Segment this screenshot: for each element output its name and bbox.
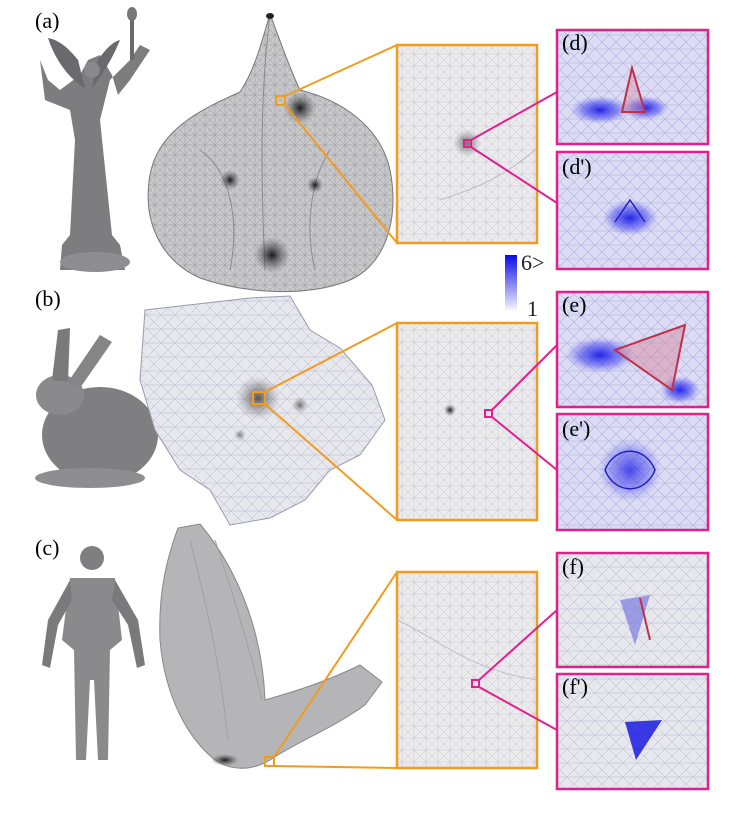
- detail-line-b-top: [491, 344, 558, 411]
- detail-f-prime: [555, 672, 710, 791]
- label-d: (d): [562, 30, 588, 55]
- bunny-model: [35, 328, 158, 488]
- detail-e-prime: [555, 412, 710, 532]
- zoom-line-c-bottom: [273, 765, 398, 769]
- detail-line-c-bottom: [478, 686, 558, 731]
- label-e: (e): [562, 292, 586, 317]
- label-c: (c): [35, 535, 59, 560]
- human-model: [42, 546, 145, 760]
- row-c: (c) (f) (f'): [35, 523, 710, 791]
- param-a: [147, 12, 394, 292]
- colorbar: 6> 1: [505, 250, 544, 321]
- row-a: (a) (d) (d'): [35, 7, 710, 292]
- label-a: (a): [35, 8, 59, 33]
- detail-d: [555, 28, 710, 146]
- label-f: (f): [562, 554, 584, 579]
- zoom-line-b-top: [264, 322, 398, 393]
- zoom-line-a-top: [284, 44, 398, 97]
- zoom-marker-c: [264, 756, 275, 767]
- zoom-line-c-top: [273, 571, 398, 758]
- detail-line-a-bottom: [470, 146, 558, 204]
- zoom-marker-b: [252, 391, 266, 405]
- zoom-line-a-bottom: [284, 104, 398, 244]
- label-e-prime: (e'): [562, 416, 590, 441]
- param-b: [139, 295, 386, 526]
- detail-marker-b: [484, 409, 493, 418]
- param-c: [159, 523, 383, 769]
- colorbar-max-label: 6>: [521, 250, 544, 275]
- zoom-line-b-bottom: [264, 403, 398, 521]
- colorbar-gradient: [505, 255, 517, 310]
- detail-line-b-bottom: [491, 416, 558, 471]
- label-b: (b): [35, 286, 61, 311]
- detail-d-prime: [555, 150, 710, 271]
- row-b: (b) (e) (e'): [35, 286, 710, 532]
- detail-marker-a: [463, 139, 472, 148]
- detail-line-a-top: [470, 91, 558, 141]
- detail-marker-c: [471, 679, 480, 688]
- detail-e: [555, 290, 710, 409]
- zoom-view-a: [395, 43, 539, 245]
- label-f-prime: (f'): [562, 674, 588, 699]
- statue-model: [40, 7, 150, 272]
- label-d-prime: (d'): [562, 154, 592, 179]
- zoom-view-b: [395, 321, 539, 522]
- detail-line-c-top: [478, 609, 558, 681]
- zoom-marker-a: [275, 95, 286, 106]
- detail-f: [555, 551, 710, 669]
- colorbar-min-label: 1: [527, 296, 538, 321]
- zoom-view-c: [395, 570, 539, 770]
